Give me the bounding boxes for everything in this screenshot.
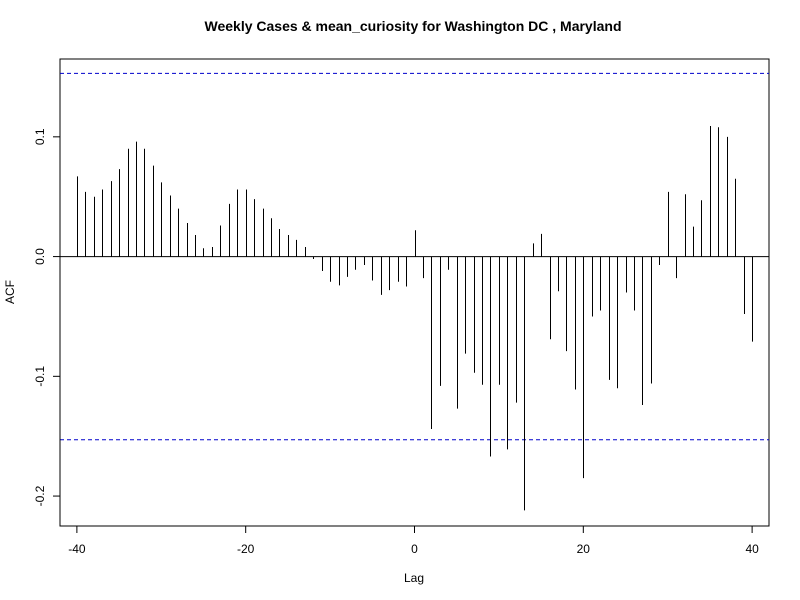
y-axis: -0.2 -0.1 0.0 0.1 — [33, 128, 61, 506]
plot-frame — [59, 58, 770, 527]
x-tick-label: 20 — [577, 542, 591, 556]
y-axis-label: ACF — [3, 280, 17, 304]
y-tick-label: 0.0 — [33, 248, 47, 265]
y-tick-label: -0.1 — [33, 366, 47, 387]
x-tick-label: -40 — [68, 542, 86, 556]
y-tick-label: 0.1 — [33, 128, 47, 145]
x-tick-label: 0 — [411, 542, 418, 556]
x-tick-label: -20 — [237, 542, 255, 556]
x-axis: -40 -20 0 20 40 — [68, 525, 759, 556]
chart-title: Weekly Cases & mean_curiosity for Washin… — [205, 18, 622, 34]
y-tick-label: -0.2 — [33, 485, 47, 506]
confidence-bounds — [60, 72, 769, 441]
x-axis-label: Lag — [404, 571, 424, 585]
acf-bars — [77, 126, 753, 511]
x-tick-label: 40 — [745, 542, 759, 556]
